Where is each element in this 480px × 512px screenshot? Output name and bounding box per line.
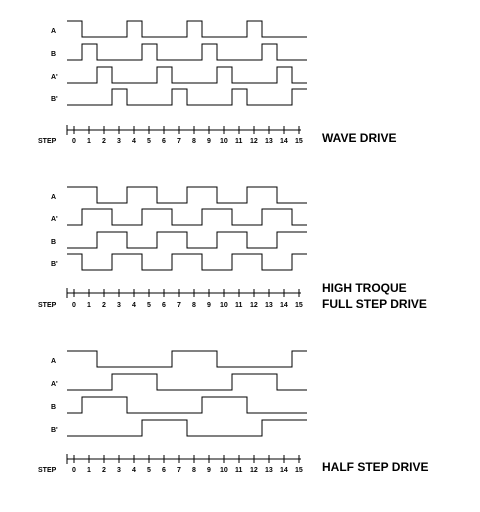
waveform-a-bar xyxy=(67,373,307,391)
step-number: 6 xyxy=(162,467,166,474)
step-number: 10 xyxy=(220,467,228,474)
step-number: 6 xyxy=(162,138,166,145)
step-number: 11 xyxy=(235,302,243,309)
step-number: 13 xyxy=(265,302,273,309)
step-number: 9 xyxy=(207,302,211,309)
step-number: 8 xyxy=(192,302,196,309)
step-number: 15 xyxy=(295,467,303,474)
waveform-b xyxy=(67,231,307,249)
drive-mode-title: FULL STEP DRIVE xyxy=(322,297,427,311)
step-number: 0 xyxy=(72,302,76,309)
step-number: 4 xyxy=(132,138,136,145)
step-number: 0 xyxy=(72,138,76,145)
signal-label: A xyxy=(51,194,56,201)
step-number: 5 xyxy=(147,302,151,309)
step-number: 14 xyxy=(280,138,288,145)
step-number: 12 xyxy=(250,467,258,474)
step-number: 4 xyxy=(132,302,136,309)
signal-label: B xyxy=(51,239,56,246)
step-number: 8 xyxy=(192,467,196,474)
step-label: STEP xyxy=(38,302,57,309)
waveform-a xyxy=(67,20,307,38)
step-number: 12 xyxy=(250,302,258,309)
step-number: 7 xyxy=(177,138,181,145)
step-number: 2 xyxy=(102,467,106,474)
step-number: 5 xyxy=(147,467,151,474)
signal-label: A xyxy=(51,358,56,365)
step-number: 9 xyxy=(207,138,211,145)
step-label: STEP xyxy=(38,138,57,145)
step-number: 10 xyxy=(220,138,228,145)
signal-label: B' xyxy=(51,427,58,434)
waveform-b xyxy=(67,43,307,61)
waveform-a xyxy=(67,186,307,204)
signal-label: A' xyxy=(51,381,58,388)
step-number: 14 xyxy=(280,467,288,474)
step-number: 2 xyxy=(102,138,106,145)
drive-mode-title: HALF STEP DRIVE xyxy=(322,460,428,474)
step-number: 8 xyxy=(192,138,196,145)
waveform-a-bar xyxy=(67,66,307,84)
waveform-b-bar xyxy=(67,253,307,271)
waveform-b xyxy=(67,396,307,414)
signal-label: B xyxy=(51,51,56,58)
step-number: 10 xyxy=(220,302,228,309)
step-number: 11 xyxy=(235,138,243,145)
step-number: 1 xyxy=(87,138,91,145)
step-number: 14 xyxy=(280,302,288,309)
step-number: 15 xyxy=(295,138,303,145)
waveform-b-bar xyxy=(67,419,307,437)
signal-label: B' xyxy=(51,261,58,268)
signal-label: B xyxy=(51,404,56,411)
step-number: 1 xyxy=(87,467,91,474)
step-number: 2 xyxy=(102,302,106,309)
waveform-a-bar xyxy=(67,208,307,226)
step-number: 3 xyxy=(117,138,121,145)
signal-label: A' xyxy=(51,74,58,81)
step-number: 0 xyxy=(72,467,76,474)
step-number: 1 xyxy=(87,302,91,309)
step-number: 9 xyxy=(207,467,211,474)
step-number: 4 xyxy=(132,467,136,474)
step-label: STEP xyxy=(38,467,57,474)
step-number: 13 xyxy=(265,467,273,474)
waveform-b-bar xyxy=(67,88,307,106)
step-number: 7 xyxy=(177,302,181,309)
step-number: 11 xyxy=(235,467,243,474)
signal-label: A xyxy=(51,28,56,35)
step-number: 7 xyxy=(177,467,181,474)
step-number: 12 xyxy=(250,138,258,145)
step-number: 15 xyxy=(295,302,303,309)
drive-mode-title: WAVE DRIVE xyxy=(322,131,396,145)
step-number: 5 xyxy=(147,138,151,145)
signal-label: A' xyxy=(51,216,58,223)
step-number: 6 xyxy=(162,302,166,309)
step-number: 3 xyxy=(117,467,121,474)
drive-mode-title: HIGH TROQUE xyxy=(322,281,407,295)
step-number: 13 xyxy=(265,138,273,145)
signal-label: B' xyxy=(51,96,58,103)
step-number: 3 xyxy=(117,302,121,309)
waveform-a xyxy=(67,350,307,368)
